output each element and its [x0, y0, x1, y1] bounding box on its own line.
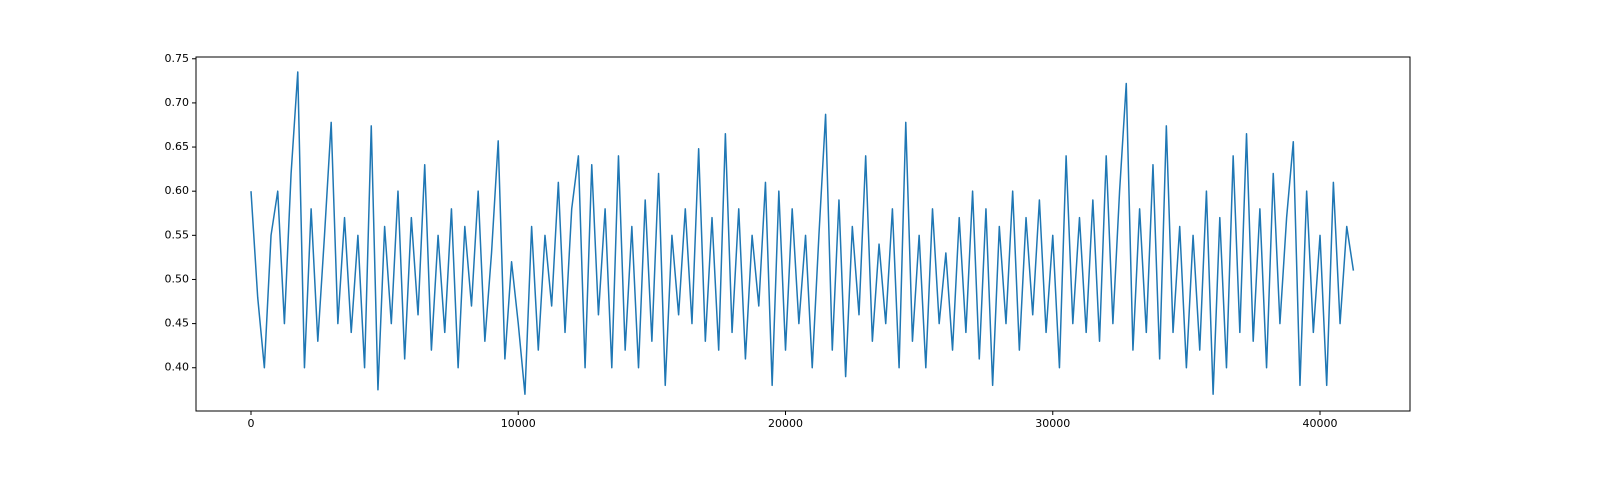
y-tick-label: 0.60 [165, 184, 190, 197]
y-tick-label: 0.75 [165, 52, 190, 65]
x-tick-label: 30000 [1035, 417, 1070, 430]
y-tick-label: 0.50 [165, 272, 190, 285]
data-line [250, 71, 1355, 395]
y-tick-label: 0.70 [165, 96, 190, 109]
y-tick-label: 0.40 [165, 361, 190, 374]
x-tick-label: 20000 [768, 417, 803, 430]
x-tick-label: 10000 [501, 417, 536, 430]
y-tick-label: 0.55 [165, 228, 190, 241]
x-tick-label: 0 [248, 417, 255, 430]
plot-frame [195, 56, 1411, 412]
y-tick-label: 0.45 [165, 317, 190, 330]
x-tick-label: 40000 [1303, 417, 1338, 430]
y-tick-label: 0.65 [165, 140, 190, 153]
